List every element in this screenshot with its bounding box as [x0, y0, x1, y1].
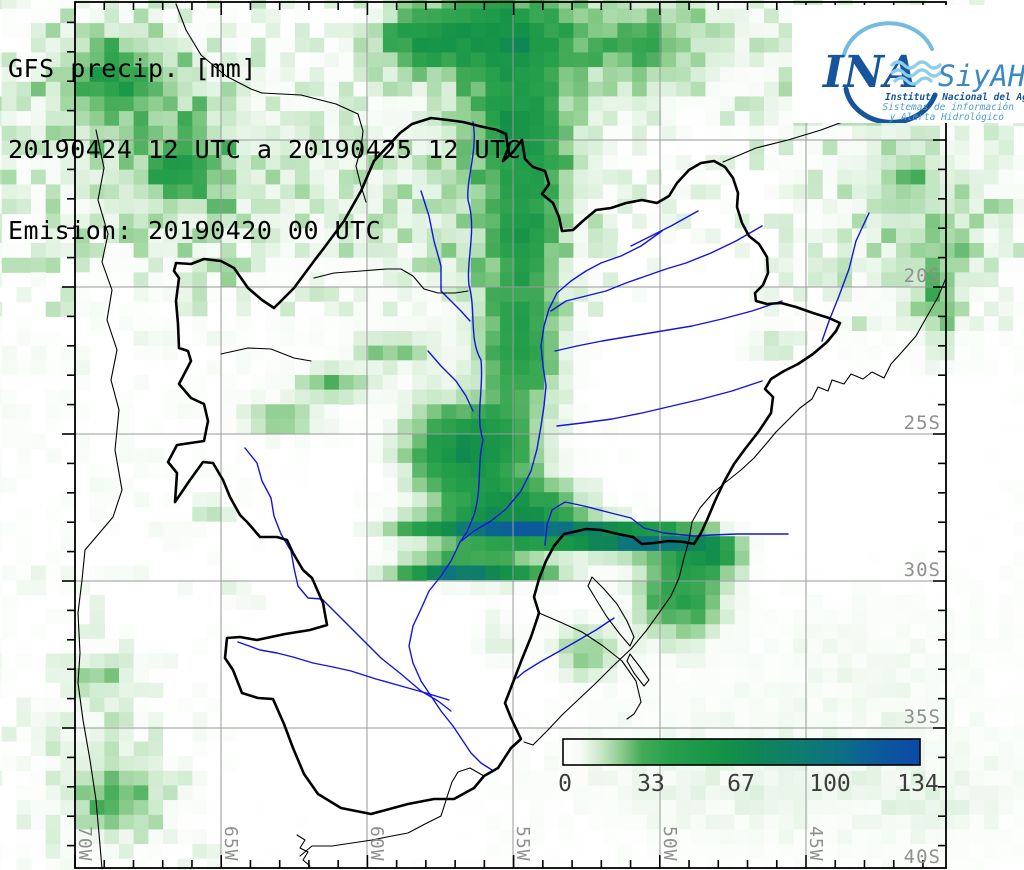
lagoa-mirim — [626, 653, 650, 687]
colorbar-tick-33: 33 — [637, 771, 665, 797]
logo-subtitle-line2: y Alerta Hidrológico — [889, 112, 1005, 123]
lon-label-65w: 65W — [220, 826, 241, 862]
lon-label-55w: 55W — [512, 826, 533, 862]
colorbar-gradient-bar — [562, 738, 921, 766]
border-bolivia-brazil — [261, 92, 367, 203]
colorbar-tick-0: 0 — [558, 771, 572, 797]
lon-label-45w: 45W — [805, 826, 826, 862]
basin-outline — [166, 116, 842, 816]
border-paraguay-argentina — [313, 268, 469, 294]
colorbar-tick-67: 67 — [727, 771, 755, 797]
lon-label-50w: 50W — [659, 826, 680, 862]
wave-icon — [890, 60, 942, 86]
river-paranapanema — [554, 300, 783, 352]
coastline-buenos-aires — [299, 767, 485, 857]
logo-circle-arc-bottom — [843, 86, 938, 125]
river-network-layer — [237, 121, 870, 771]
river-tiete — [550, 225, 763, 312]
river-pilcomayo — [420, 190, 471, 322]
river-uruguay-upper — [544, 501, 789, 546]
river-ne-brazil — [821, 212, 870, 342]
lon-label-70w: 70W — [74, 826, 95, 862]
river-bermejo — [427, 350, 474, 412]
river-salado-north — [244, 447, 452, 712]
colorbar-tick-100: 100 — [809, 771, 851, 797]
plot-title-emission: Emision: 20190420 00 UTC — [8, 216, 382, 245]
lagoa-dos-patos — [587, 576, 635, 647]
longitude-labels: 70W 65W 60W 55W 50W 45W — [74, 826, 826, 862]
coastline-atlantic — [523, 277, 947, 746]
plot-title-block: GFS precip. [mm] 20190424 12 UTC a 20190… — [8, 1, 521, 271]
river-salado-south — [237, 641, 450, 701]
logo-subtitle-line1: Sistemas de información — [882, 102, 1014, 113]
logo-circle-arc-top — [842, 21, 934, 57]
border-uruguay-north — [538, 612, 642, 720]
river-negro-uruguay — [516, 617, 615, 679]
river-tributary-north — [630, 210, 699, 247]
lat-label-30s: 30S — [904, 559, 941, 581]
colorbar-legend: 0 33 67 100 134 — [558, 738, 939, 797]
plot-title-valid-period: 20190424 12 UTC a 20190425 12 UTC — [8, 135, 522, 164]
river-paraguay — [459, 121, 484, 543]
border-northwest — [175, 3, 263, 94]
logo-institute-name: Instituto Nacional del Agua — [885, 92, 1024, 103]
coastline-peninsula — [296, 834, 311, 867]
la-plata-basin-boundary — [166, 116, 842, 816]
lat-label-25s: 25S — [904, 412, 941, 434]
colorbar-tick-134: 134 — [897, 771, 939, 797]
ina-logo-canvas: INA SiyAH Instituto Nacional del Agua Si… — [821, 21, 1024, 125]
border-andes — [77, 129, 123, 870]
logo-siyah-name: SiyAH — [938, 59, 1024, 93]
ina-siyah-logo: INA SiyAH Instituto Nacional del Agua Si… — [792, 5, 1024, 125]
river-iguazu — [556, 380, 763, 427]
lon-label-60w: 60W — [366, 826, 387, 862]
border-salta — [220, 347, 312, 362]
latitude-labels: 20S 25S 30S 35S 40S — [904, 265, 941, 868]
lat-label-40s: 40S — [904, 846, 941, 868]
lat-label-20s: 20S — [904, 265, 941, 287]
lat-label-35s: 35S — [904, 706, 941, 728]
plot-title-variable: GFS precip. [mm] — [8, 54, 257, 83]
